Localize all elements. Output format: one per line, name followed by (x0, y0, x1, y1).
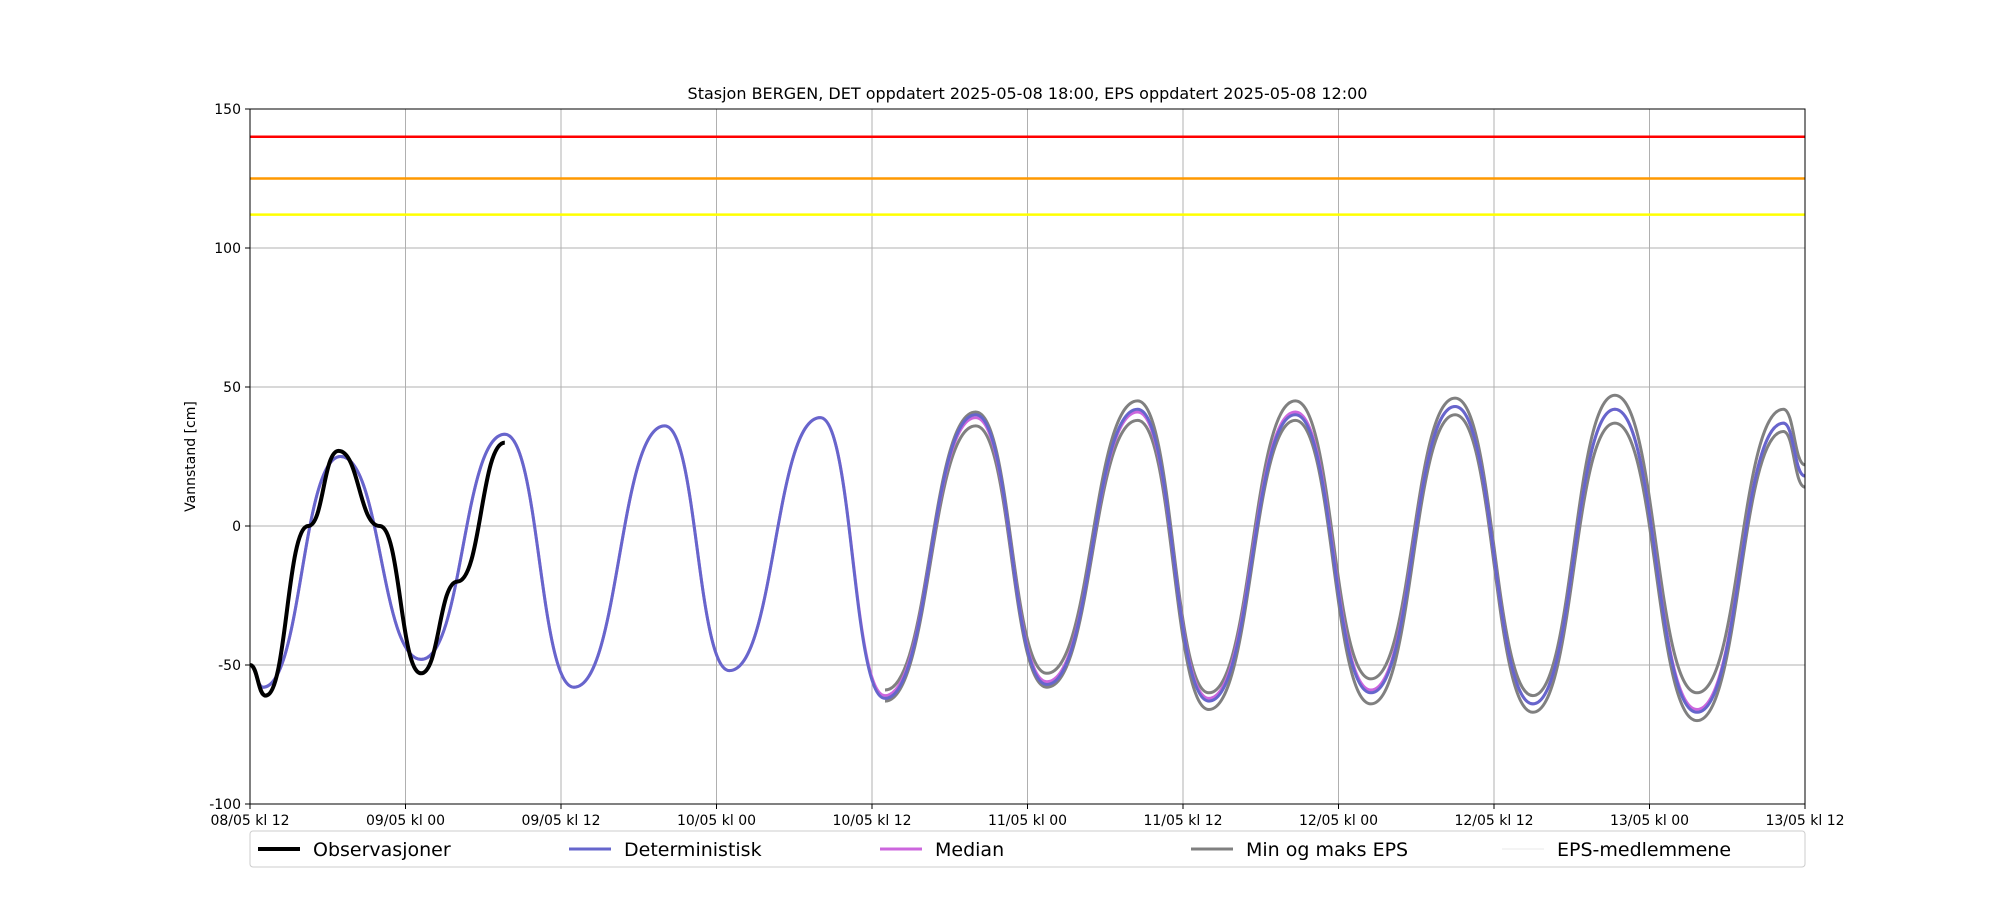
eps-min-line (884, 413, 1806, 723)
x-tick-label: 09/05 kl 00 (366, 813, 445, 829)
chart-title: Stasjon BERGEN, DET oppdatert 2025-05-08… (688, 84, 1368, 103)
eps-max-line (884, 393, 1806, 698)
x-tick-label: 11/05 kl 00 (988, 813, 1067, 829)
observations-line (249, 440, 506, 698)
series-lines (249, 393, 1806, 723)
axis-ticks: -100 -50 0 50 100 150 08/05 kl 12 09/05 kl 00 09… (209, 102, 1844, 829)
y-tick-label: -100 (209, 797, 241, 813)
legend-label: Median (935, 839, 1004, 861)
x-tick-label: 13/05 kl 00 (1610, 813, 1689, 829)
x-tick-label: 13/05 kl 12 (1765, 813, 1844, 829)
legend-box (249, 830, 1806, 868)
x-tick-label: 12/05 kl 00 (1299, 813, 1378, 829)
x-tick-label: 11/05 kl 12 (1143, 813, 1222, 829)
legend-label: Observasjoner (313, 839, 451, 861)
y-tick-label: 100 (214, 241, 241, 257)
x-tick-label: 09/05 kl 12 (521, 813, 600, 829)
y-tick-label: -50 (218, 658, 241, 674)
y-tick-label: 150 (214, 102, 241, 118)
x-tick-label: 08/05 kl 12 (210, 813, 289, 829)
y-axis-label: Vannstand [cm] (183, 401, 199, 512)
legend-label: EPS-medlemmene (1557, 839, 1731, 861)
x-tick-label: 10/05 kl 12 (832, 813, 911, 829)
legend: Observasjoner Deterministisk Median Min og … (249, 830, 1806, 868)
x-tick-label: 12/05 kl 12 (1454, 813, 1533, 829)
x-tick-label: 10/05 kl 00 (677, 813, 756, 829)
y-tick-label: 0 (232, 519, 241, 535)
legend-label: Deterministisk (624, 839, 762, 861)
threshold-lines (250, 135, 1805, 216)
legend-label: Min og maks EPS (1246, 839, 1408, 861)
y-tick-label: 50 (223, 380, 241, 396)
deterministic-line (249, 404, 1806, 714)
